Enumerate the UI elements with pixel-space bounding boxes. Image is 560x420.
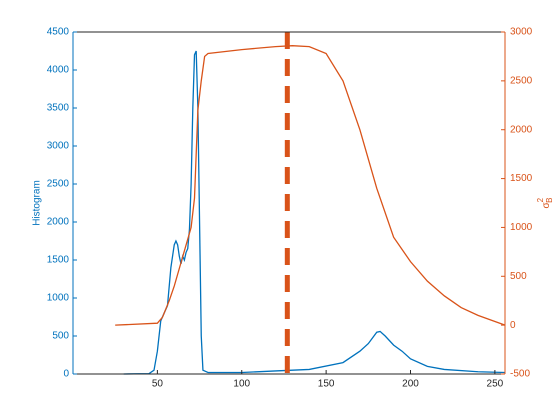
y2-tick-label: 1000: [510, 222, 533, 233]
y-axis-label: Histogram: [32, 180, 43, 226]
y-tick-label: 2500: [47, 179, 70, 190]
y2-label-subscript: B: [545, 198, 554, 203]
x-tick-label: 50: [152, 379, 164, 390]
y2-tick-label: 0: [510, 320, 516, 331]
y-tick-label: 500: [52, 331, 69, 342]
y2-label-superscript: 2: [536, 197, 545, 202]
y-tick-label: 3500: [47, 103, 70, 114]
y2-tick-label: 2500: [510, 75, 533, 86]
x-tick-label: 100: [233, 379, 250, 390]
x-tick-label: 200: [402, 379, 419, 390]
y2-axis-label: σ2B: [536, 197, 554, 208]
data-line: [123, 50, 506, 375]
y2-tick-label: -500: [510, 369, 530, 380]
data-line: [115, 45, 506, 326]
y2-tick-label: 2000: [510, 124, 533, 135]
y2-label-symbol: σ: [541, 201, 552, 208]
y-tick-label: 1000: [47, 293, 70, 304]
y-tick-label: 2000: [47, 217, 70, 228]
y-tick-label: 4500: [47, 27, 70, 38]
y-tick-label: 4000: [47, 65, 70, 76]
y-tick-label: 1500: [47, 255, 70, 266]
x-tick-label: 150: [318, 379, 335, 390]
y-tick-label: 0: [63, 369, 69, 380]
y2-tick-label: 1500: [510, 173, 533, 184]
y-tick-label: 3000: [47, 141, 70, 152]
y2-tick-label: 3000: [510, 27, 533, 38]
x-tick-label: 250: [487, 379, 504, 390]
y2-tick-label: 500: [510, 271, 527, 282]
